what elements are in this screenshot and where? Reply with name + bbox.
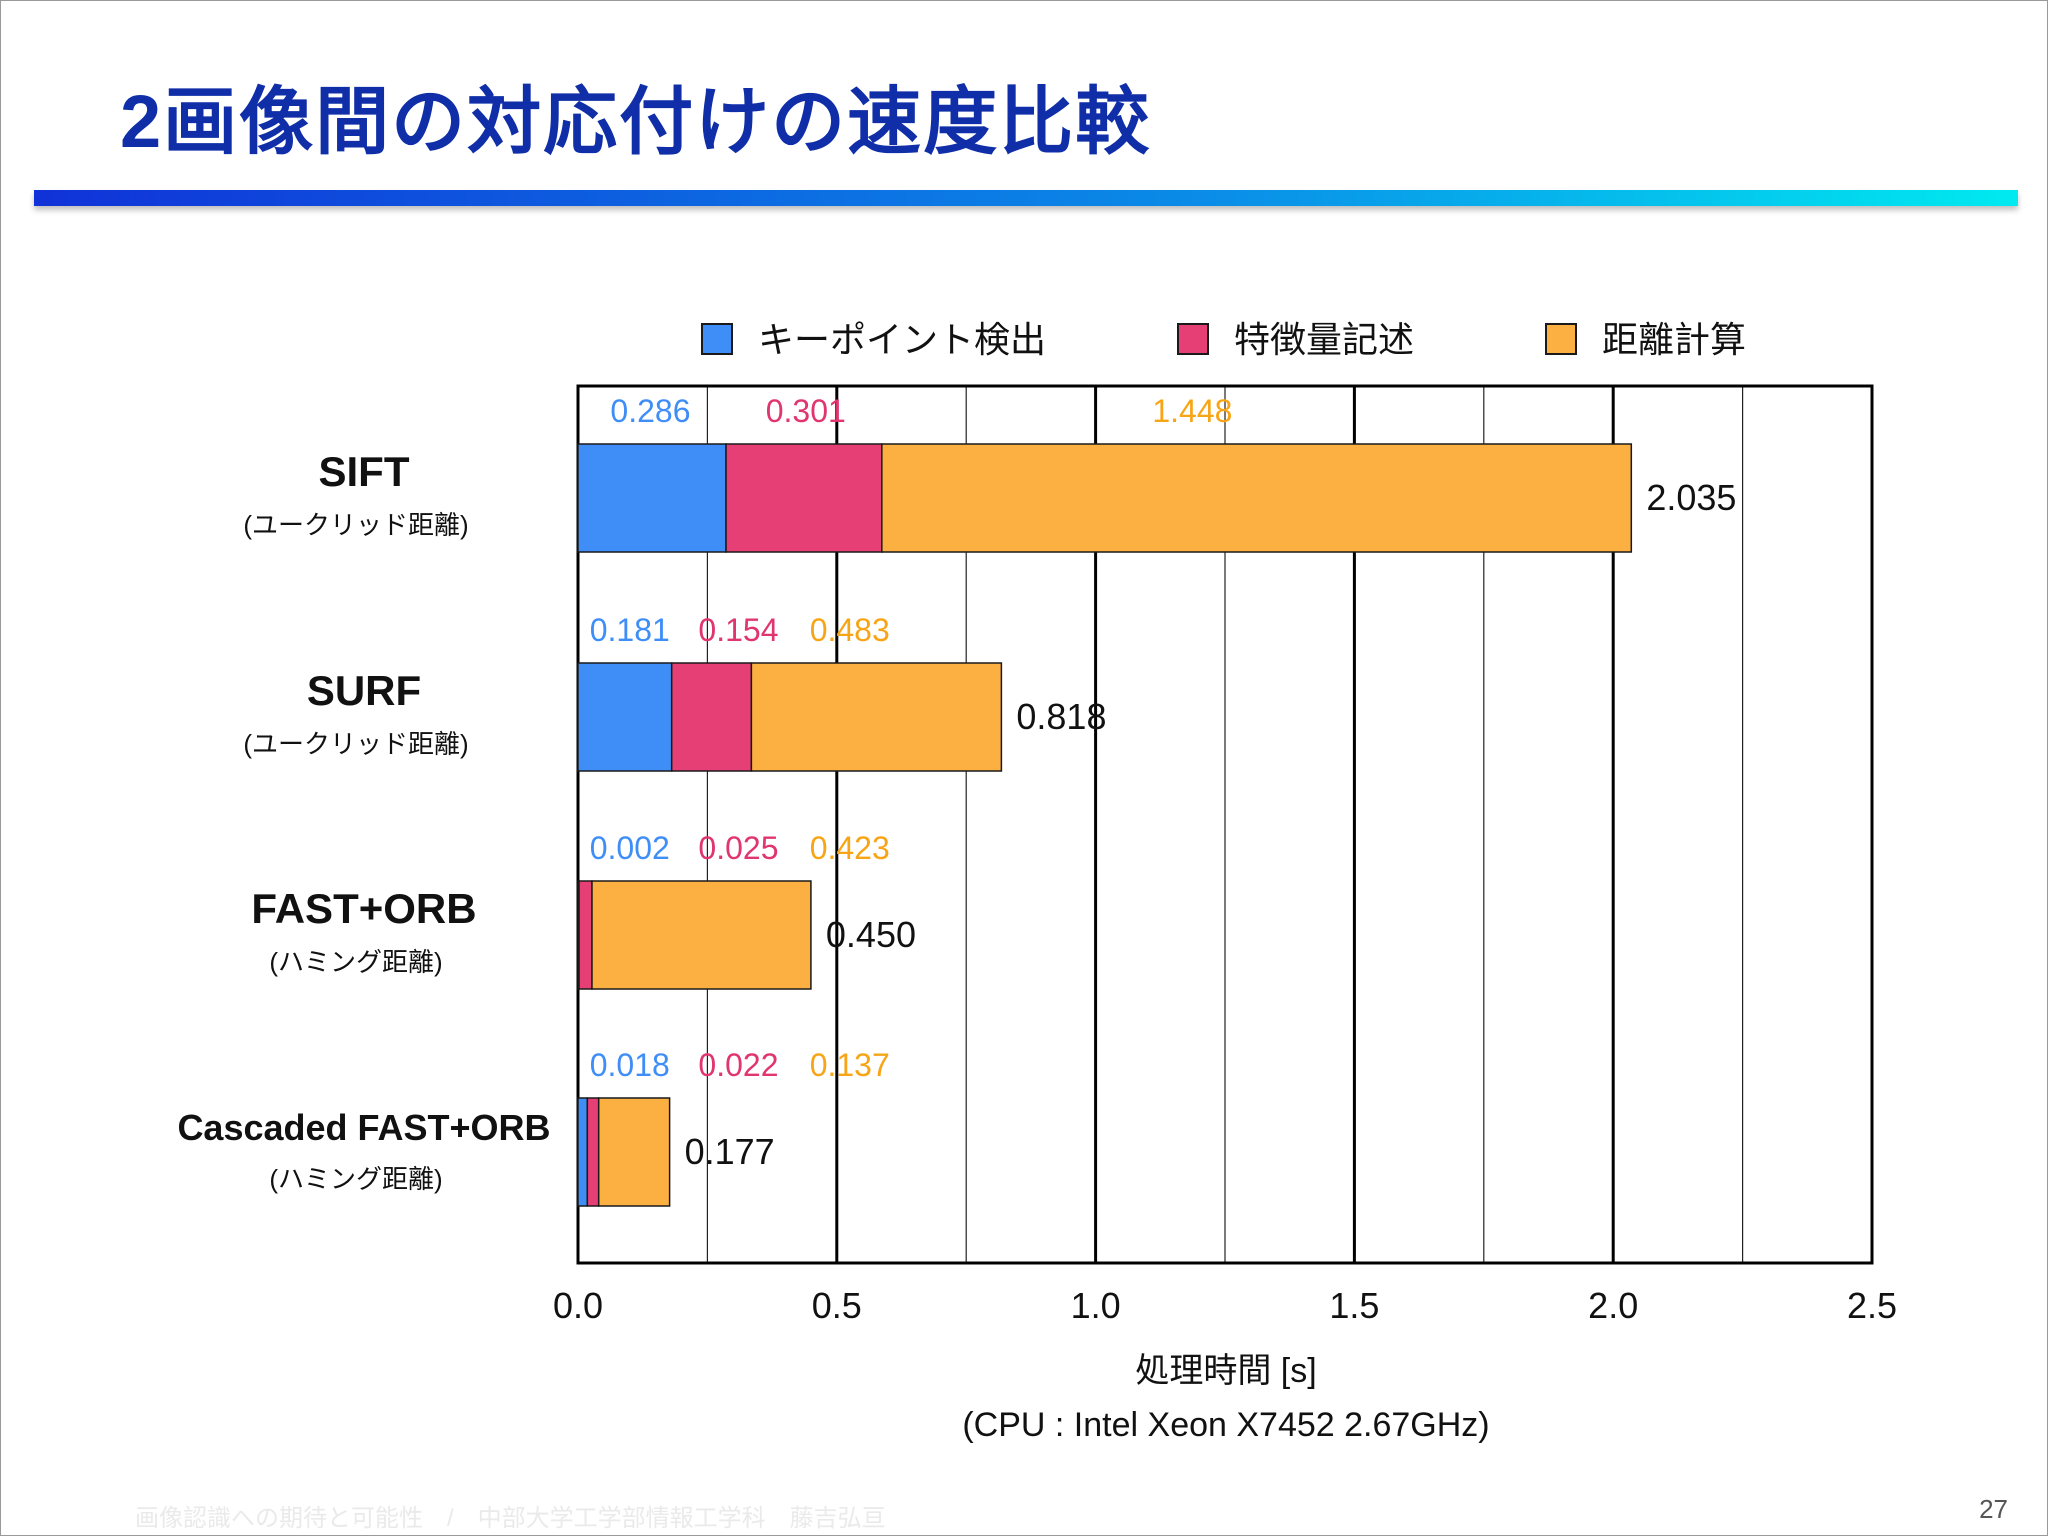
- category-sublabel: (ハミング距離): [269, 1164, 442, 1194]
- x-axis-label: 処理時間 [s]: [1135, 1352, 1316, 1390]
- segment-value-label: 1.448: [1152, 393, 1232, 429]
- segment-value-label: 0.137: [810, 1047, 890, 1083]
- bar-descriptor: [670, 662, 753, 772]
- x-axis-note: (CPU : Intel Xeon X7452 2.67GHz): [962, 1406, 1489, 1444]
- bar-keypoint: [577, 662, 673, 772]
- category-label: SIFT: [319, 448, 410, 495]
- total-label: 0.177: [685, 1131, 775, 1172]
- legend-label: キーポイント検出: [758, 319, 1046, 360]
- category-sublabel: (ユークリッド距離): [243, 510, 468, 540]
- segment-value-label: 0.301: [766, 393, 846, 429]
- page-number: 27: [1979, 1494, 2008, 1524]
- bar-descriptor: [578, 880, 593, 990]
- bar-distance: [597, 1097, 671, 1207]
- x-tick-label: 1.0: [1071, 1285, 1121, 1326]
- legend-swatch: [1545, 323, 1577, 355]
- category-sublabel: (ハミング距離): [269, 947, 442, 977]
- bar-keypoint: [577, 1097, 589, 1207]
- category-label: SURF: [307, 667, 421, 714]
- bar-distance: [591, 880, 812, 990]
- segment-value-label: 0.286: [610, 393, 690, 429]
- x-tick-label: 2.0: [1588, 1285, 1638, 1326]
- segment-value-label: 0.025: [698, 830, 778, 866]
- bar-distance: [881, 443, 1633, 553]
- footer-text: 画像認識への期待と可能性 / 中部大学工学部情報工学科 藤吉弘亘: [135, 1505, 886, 1532]
- bar-descriptor: [725, 443, 883, 553]
- x-tick-label: 0.0: [553, 1285, 603, 1326]
- segment-value-label: 0.154: [698, 612, 778, 648]
- legend-swatch: [701, 323, 733, 355]
- segment-value-label: 0.423: [810, 830, 890, 866]
- segment-value-label: 0.018: [590, 1047, 670, 1083]
- title-rule: [34, 190, 2018, 206]
- slide-title: 2画像間の対応付けの速度比較: [120, 80, 1152, 163]
- bar-descriptor: [586, 1097, 600, 1207]
- legend-label: 距離計算: [1602, 319, 1746, 360]
- segment-value-label: 0.483: [810, 612, 890, 648]
- legend-label: 特徴量記述: [1234, 319, 1414, 360]
- bar-keypoint: [577, 443, 727, 553]
- category-label: FAST+ORB: [251, 885, 476, 932]
- category-sublabel: (ユークリッド距離): [243, 729, 468, 759]
- segment-value-label: 0.181: [590, 612, 670, 648]
- category-label: Cascaded FAST+ORB: [177, 1107, 550, 1148]
- total-label: 0.818: [1016, 696, 1106, 737]
- legend-swatch: [1177, 323, 1209, 355]
- segment-value-label: 0.022: [698, 1047, 778, 1083]
- segment-value-label: 0.002: [590, 830, 670, 866]
- x-tick-label: 2.5: [1847, 1285, 1897, 1326]
- x-tick-label: 1.5: [1329, 1285, 1379, 1326]
- plot-frame: [576, 384, 1874, 1265]
- bar-distance: [750, 662, 1003, 772]
- total-label: 0.450: [826, 914, 916, 955]
- x-tick-label: 0.5: [812, 1285, 862, 1326]
- total-label: 2.035: [1646, 477, 1736, 518]
